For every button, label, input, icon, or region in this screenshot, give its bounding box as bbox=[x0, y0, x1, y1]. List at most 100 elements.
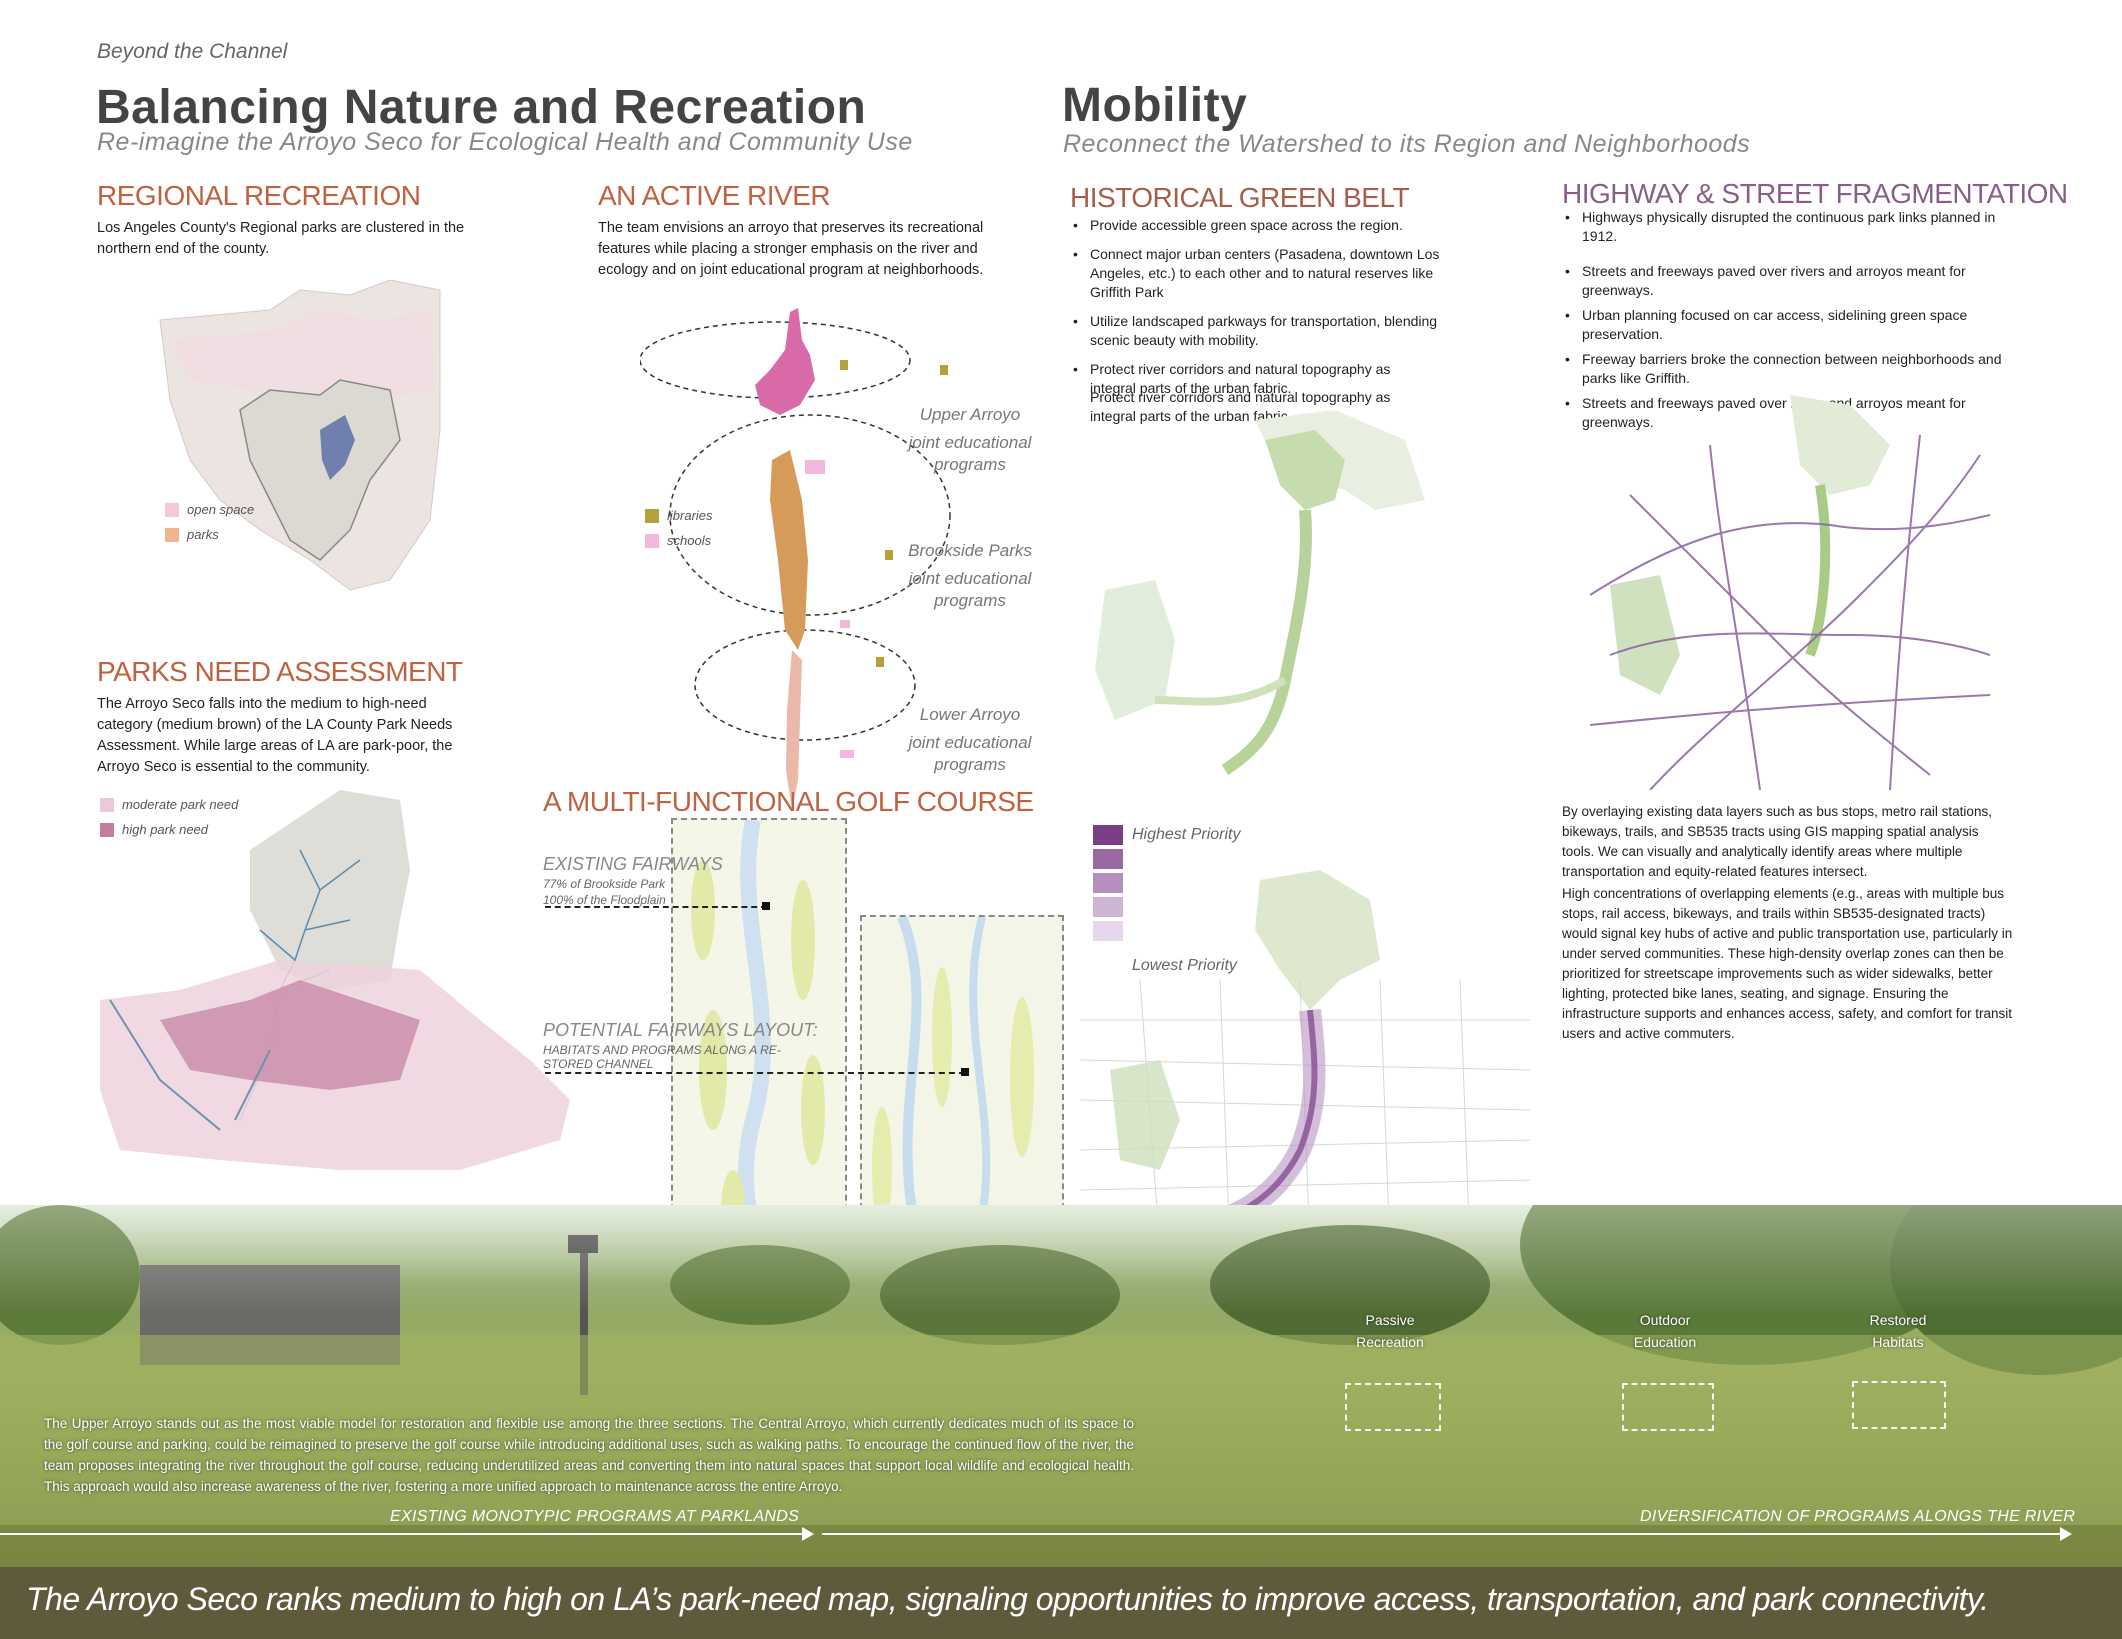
footer-bar bbox=[0, 1567, 2122, 1639]
upper-river bbox=[755, 308, 815, 415]
existing-arrow-label: EXISTING MONOTYPIC PROGRAMS AT PARKLANDS bbox=[390, 1508, 800, 1525]
parks-need-map bbox=[100, 790, 570, 1170]
griffith-park-area bbox=[1095, 580, 1175, 720]
green-corridor bbox=[1221, 509, 1312, 775]
schools-swatch bbox=[645, 533, 659, 548]
active-river-map bbox=[640, 308, 951, 810]
brookside-river bbox=[770, 450, 808, 650]
brookside-loop bbox=[669, 414, 951, 616]
parks-swatch bbox=[165, 527, 179, 542]
fragmentation-heading: HIGHWAY & STREET FRAGMENTATION bbox=[1562, 178, 2068, 209]
fragmentation-bullets: Highways physically disrupted the contin… bbox=[1562, 208, 2002, 442]
potential-leader-line bbox=[545, 1072, 965, 1074]
griffith-priority-area bbox=[1110, 1060, 1180, 1170]
regional-recreation-body: Los Angeles County's Regional parks are … bbox=[97, 220, 465, 257]
existing-leader-dot bbox=[762, 902, 770, 910]
green-belt-bullet: Utilize landscaped parkways for transpor… bbox=[1070, 312, 1440, 350]
fairway bbox=[699, 1010, 727, 1130]
potential-fairways-line1: HABITATS AND PROGRAMS ALONG A RE- bbox=[543, 1043, 781, 1057]
moderate-need-swatch bbox=[100, 797, 114, 812]
arroyo-seco-area bbox=[320, 415, 355, 480]
diversification-arrow-label: DIVERSIFICATION OF PROGRAMS ALONGS THE R… bbox=[1640, 1508, 2076, 1525]
priority-corridor bbox=[1216, 1008, 1326, 1231]
library-marker bbox=[885, 550, 893, 560]
panorama-caption: The Upper Arroyo stands out as the most … bbox=[44, 1416, 1134, 1494]
passive-recreation-label: Passive Recreation bbox=[1356, 1312, 1424, 1350]
legend-parks: parks bbox=[165, 527, 254, 542]
priority-map bbox=[1080, 870, 1530, 1250]
existing-arrow-head bbox=[802, 1527, 814, 1541]
priority-watershed bbox=[1255, 870, 1380, 1010]
priority-swatch-2 bbox=[1093, 849, 1123, 869]
green-belt-bullets: Provide accessible green space across th… bbox=[1070, 216, 1440, 408]
priority-legend bbox=[1093, 825, 1123, 941]
existing-fairways-plan bbox=[671, 818, 847, 1271]
light-tower-head bbox=[568, 1235, 598, 1253]
tree bbox=[1890, 1155, 2122, 1375]
parks-need-legend: moderate park need high park need bbox=[100, 797, 238, 837]
school-marker bbox=[840, 620, 850, 628]
tree bbox=[0, 1205, 140, 1345]
green-belt-extra: Protect river corridors and natural topo… bbox=[1090, 389, 1391, 424]
legend-moderate-need: moderate park need bbox=[100, 797, 238, 812]
zone-brookside-parks: Brookside Parks joint educational progra… bbox=[908, 541, 1032, 610]
green-connector bbox=[1154, 676, 1288, 706]
panorama-fade bbox=[0, 1205, 2122, 1567]
lower-river bbox=[786, 650, 802, 810]
habitat-patch bbox=[932, 967, 952, 1107]
open-space-swatch bbox=[165, 502, 179, 517]
legend-high-need: high park need bbox=[100, 822, 238, 837]
existing-arrow-line bbox=[0, 1533, 812, 1535]
right-title: Mobility bbox=[1062, 79, 1248, 132]
potential-fairways-line2: STORED CHANNEL bbox=[543, 1057, 654, 1071]
arroyo-channel bbox=[109, 999, 271, 1131]
frag-watershed bbox=[1790, 395, 1890, 495]
library-marker bbox=[876, 657, 884, 667]
existing-fairways-line1: 77% of Brookside Park bbox=[543, 877, 666, 891]
panorama-photo bbox=[0, 1125, 2122, 1567]
right-subtitle: Reconnect the Watershed to its Region an… bbox=[1063, 130, 1751, 158]
la-county-map bbox=[159, 280, 441, 591]
existing-leader-line bbox=[545, 906, 767, 908]
green-belt-bullet: Protect river corridors and natural topo… bbox=[1070, 360, 1440, 398]
left-title: Balancing Nature and Recreation bbox=[96, 81, 867, 134]
open-space-area bbox=[170, 310, 435, 400]
regional-recreation-heading: REGIONAL RECREATION bbox=[97, 180, 421, 211]
green-belt-bullet: Connect major urban centers (Pasadena, d… bbox=[1070, 245, 1440, 302]
tree bbox=[670, 1245, 850, 1325]
restored-habitats-frame bbox=[1852, 1381, 1946, 1429]
priority-swatch-5 bbox=[1093, 921, 1123, 941]
golf-heading: A MULTI-FUNCTIONAL GOLF COURSE bbox=[543, 786, 1034, 817]
existing-fairways-title: EXISTING FAIRWAYS bbox=[543, 854, 723, 874]
active-river-legend: libraries schools bbox=[645, 508, 713, 548]
green-belt-heading: HISTORICAL GREEN BELT bbox=[1070, 182, 1410, 213]
footer-text: The Arroyo Seco ranks medium to high on … bbox=[26, 1581, 1989, 1617]
restored-habitats-label: Restored Habitats bbox=[1869, 1312, 1927, 1350]
upper-watershed bbox=[1265, 430, 1345, 510]
priority-low-label: Lowest Priority bbox=[1132, 957, 1237, 974]
stream-network bbox=[239, 849, 361, 1121]
existing-fairways-line2: 100% of the Floodplain bbox=[543, 893, 666, 907]
frag-greenway bbox=[1805, 484, 1831, 657]
habitat-patch bbox=[1010, 997, 1034, 1157]
habitat-patch bbox=[872, 1107, 892, 1227]
frag-griffith bbox=[1610, 575, 1680, 695]
panorama-scenery bbox=[0, 1125, 2122, 1567]
libraries-swatch bbox=[645, 508, 659, 523]
green-belt-map bbox=[1095, 410, 1425, 775]
high-need-swatch bbox=[100, 822, 114, 837]
region-outline bbox=[239, 379, 401, 561]
legend-schools: schools bbox=[645, 533, 713, 548]
zone-lower-arroyo: Lower Arroyo joint educational programs bbox=[908, 705, 1032, 774]
priority-high-label: Highest Priority bbox=[1132, 826, 1241, 843]
passive-recreation-frame bbox=[1345, 1383, 1441, 1431]
fragmentation-bullet: Streets and freeways paved over rivers a… bbox=[1562, 394, 2002, 432]
fragmentation-map bbox=[1590, 395, 1990, 790]
tree bbox=[880, 1245, 1120, 1345]
school-marker bbox=[840, 750, 854, 758]
outdoor-education-frame bbox=[1622, 1383, 1714, 1431]
library-marker bbox=[940, 365, 948, 375]
foreground-grass bbox=[0, 1525, 2122, 1567]
regional-legend: open space parks bbox=[165, 502, 254, 542]
fairway bbox=[691, 860, 715, 960]
